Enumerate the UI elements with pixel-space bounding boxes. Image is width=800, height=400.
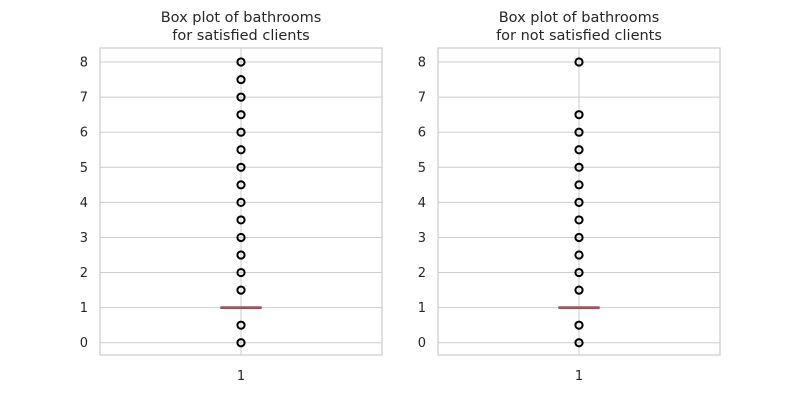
y-tick-label: 0: [418, 336, 426, 351]
y-tick-label: 6: [80, 126, 88, 141]
y-tick-label: 4: [80, 196, 88, 211]
chart-title-line-2: for not satisfied clients: [496, 28, 662, 44]
outlier-point: [574, 338, 584, 348]
outlier-point: [236, 57, 246, 67]
outlier-point: [236, 197, 246, 207]
y-tick-label: 8: [418, 56, 426, 71]
chart-title-line-2: for satisfied clients: [172, 28, 310, 44]
y-tick-label: 1: [80, 301, 88, 316]
plot-frame: [437, 47, 721, 356]
outlier-point: [236, 320, 246, 330]
outlier-point: [236, 162, 246, 172]
outlier-point: [236, 338, 246, 348]
y-tick-label: 6: [418, 126, 426, 141]
outlier-point: [574, 320, 584, 330]
chart-not-satisfied-clients: Box plot of bathrooms for not satisfied …: [418, 10, 721, 384]
y-tick-label: 8: [80, 56, 88, 71]
outlier-point: [236, 215, 246, 225]
outlier-point: [236, 110, 246, 120]
outlier-point: [574, 162, 584, 172]
x-tick-label: 1: [237, 369, 245, 384]
chart-title-line-1: Box plot of bathrooms: [161, 10, 322, 26]
outlier-point: [574, 215, 584, 225]
outlier-point: [236, 74, 246, 85]
outlier-point: [574, 110, 584, 120]
y-tick-label: 4: [418, 196, 426, 211]
outlier-point: [574, 267, 584, 278]
y-tick-label: 5: [80, 161, 88, 176]
outlier-point: [236, 285, 246, 295]
outlier-point: [574, 285, 584, 295]
y-tick-label: 1: [418, 301, 426, 316]
outlier-point: [236, 232, 246, 243]
outlier-point: [236, 267, 246, 278]
y-tick-label: 7: [418, 91, 426, 106]
y-tick-label: 2: [418, 266, 426, 281]
y-tick-label: 3: [418, 231, 426, 246]
chart-title-line-1: Box plot of bathrooms: [499, 10, 660, 26]
x-tick-label: 1: [575, 369, 583, 384]
outlier-point: [236, 92, 246, 102]
y-tick-label: 2: [80, 266, 88, 281]
y-tick-label: 7: [80, 91, 88, 106]
outlier-point: [574, 145, 584, 155]
plot-frame: [99, 47, 383, 356]
y-tick-label: 0: [80, 336, 88, 351]
outlier-point: [574, 232, 584, 243]
chart-satisfied-clients: Box plot of bathrooms for satisfied clie…: [80, 10, 383, 384]
outlier-point: [236, 127, 246, 137]
outlier-point: [236, 180, 246, 190]
outlier-point: [574, 57, 584, 67]
outlier-point: [574, 250, 584, 260]
y-tick-label: 3: [80, 231, 88, 246]
outlier-point: [236, 145, 246, 155]
outlier-point: [574, 127, 584, 137]
outlier-point: [574, 197, 584, 207]
y-tick-label: 5: [418, 161, 426, 176]
outlier-point: [236, 250, 246, 260]
outlier-point: [574, 180, 584, 190]
